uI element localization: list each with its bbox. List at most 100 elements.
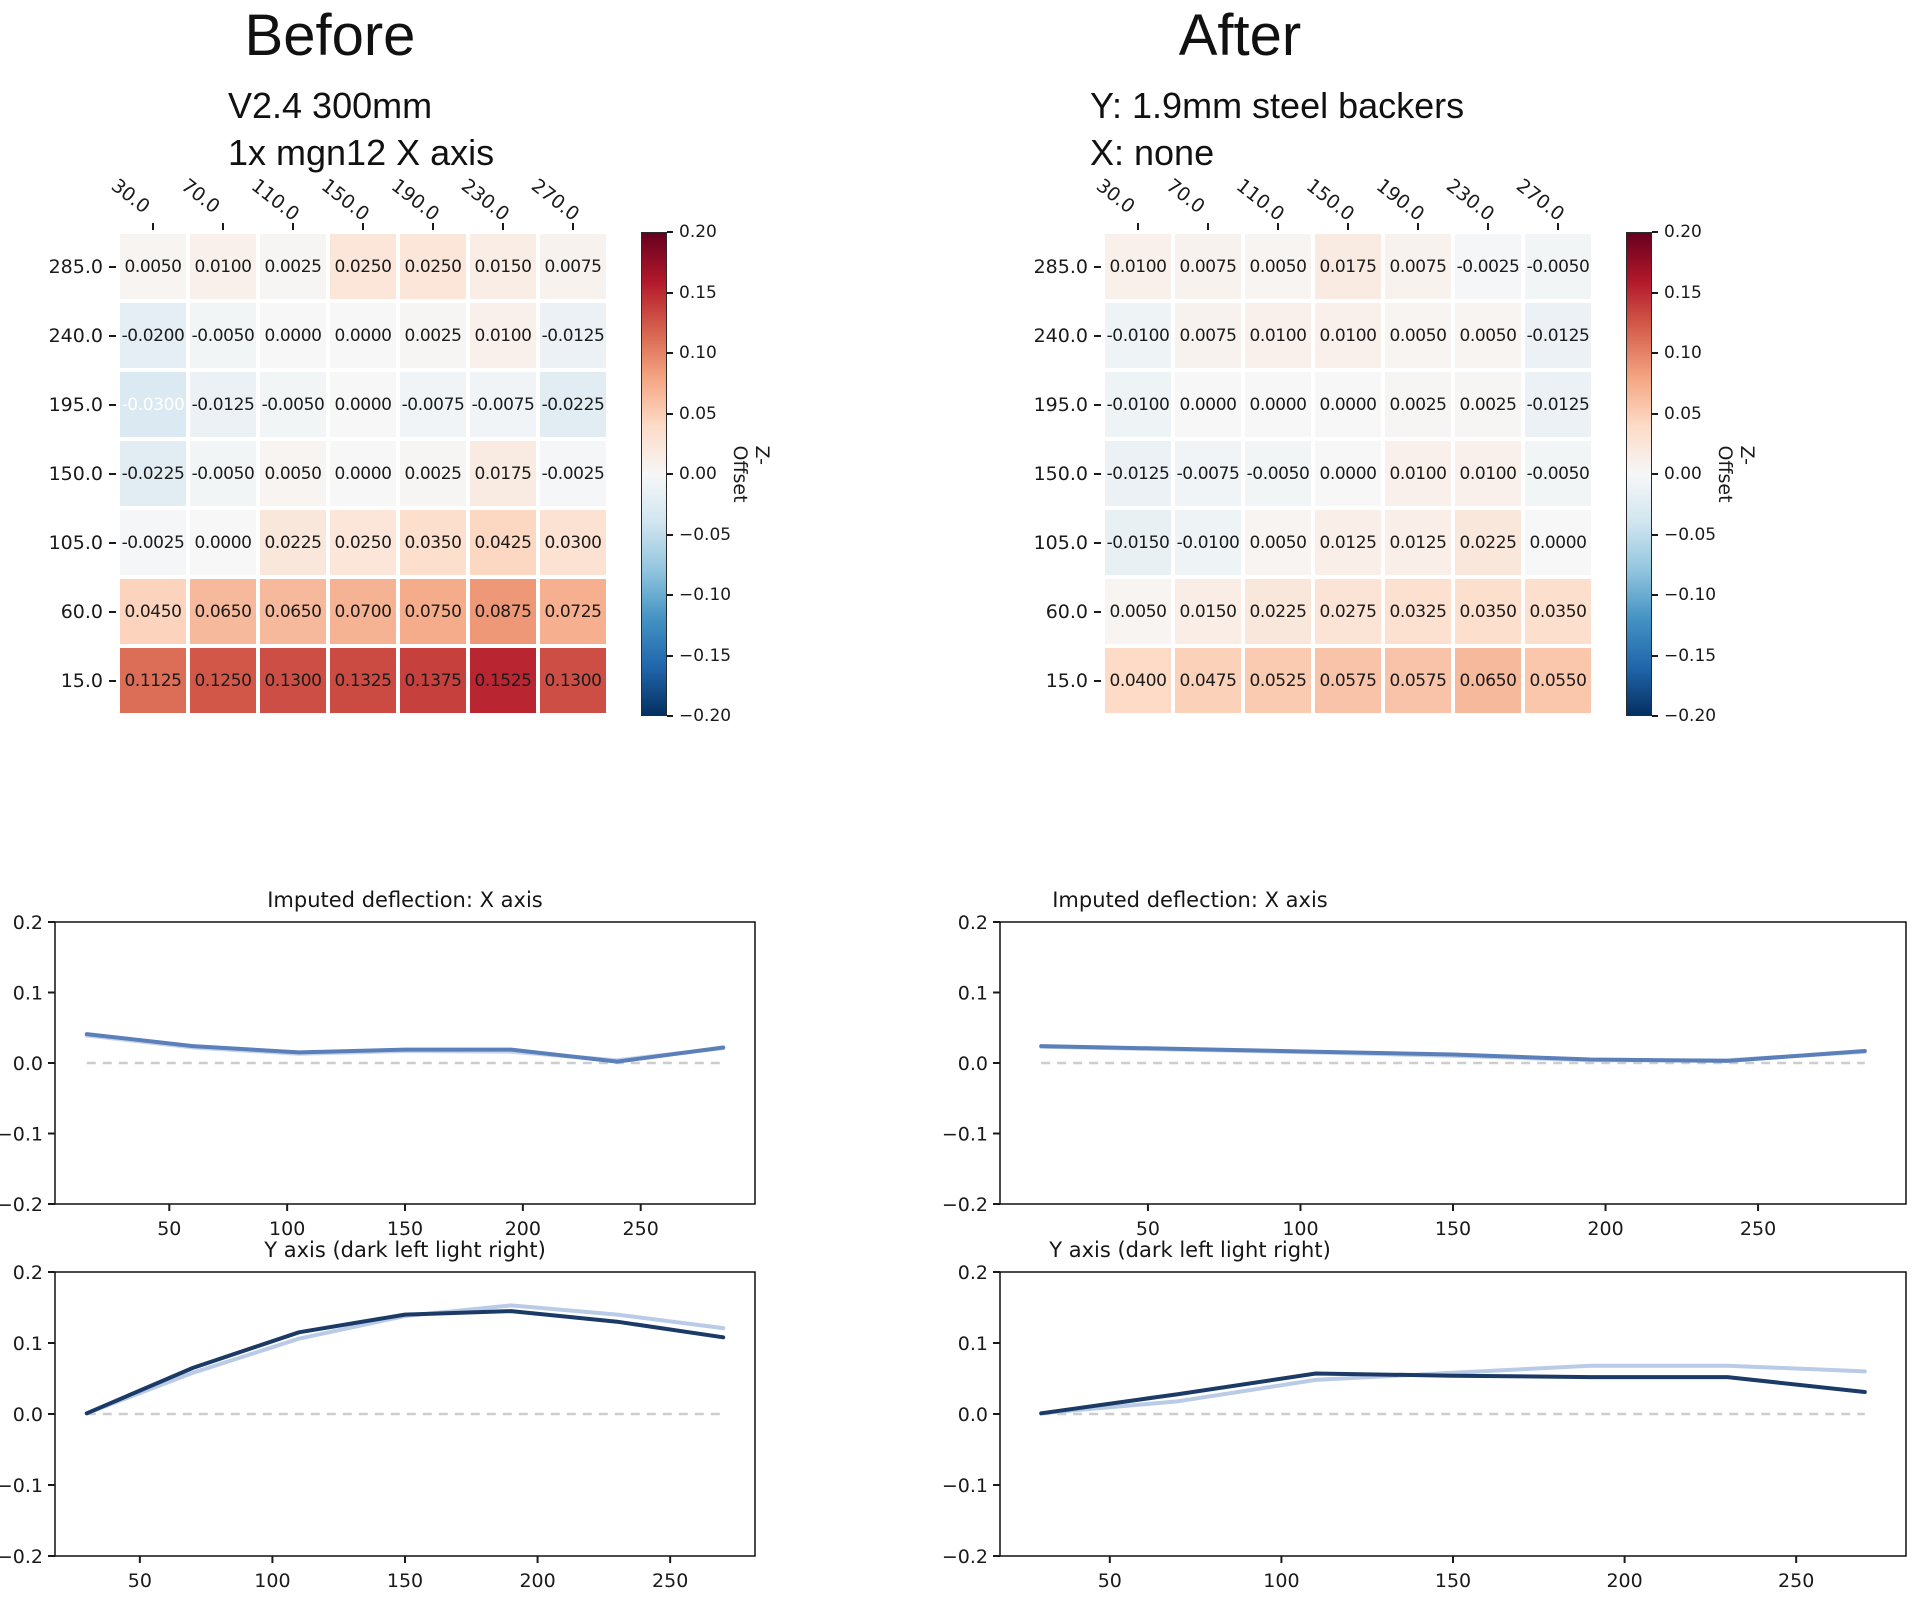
colorbar-tick (667, 352, 673, 354)
heatmap-cell: -0.0025 (118, 508, 188, 577)
x-tick-label: 150 (1435, 1218, 1471, 1240)
colorbar-gradient (1626, 232, 1652, 716)
heatmap-cell: 0.0050 (1243, 232, 1313, 301)
x-tick-label: 250 (1778, 1570, 1814, 1592)
heatmap-row-tick (1094, 541, 1101, 544)
heatmap-cell: -0.0300 (118, 370, 188, 439)
heatmap-cell: 0.0575 (1313, 646, 1383, 715)
y-tick-label: 0.0 (958, 1404, 988, 1426)
heatmap-col-tick (1277, 223, 1279, 230)
heatmap-row-label: 60.0 (60, 600, 103, 623)
x-tick-label: 250 (623, 1218, 659, 1240)
y-tick-label: −0.1 (942, 1124, 988, 1146)
colorbar-tick-label: 0.15 (679, 282, 717, 303)
colorbar-tick (667, 231, 673, 233)
y-tick-label: −0.2 (0, 1194, 43, 1216)
heatmap-row-tick (109, 541, 116, 544)
y-tick-label: −0.2 (0, 1546, 43, 1568)
colorbar-tick-label: 0.05 (679, 403, 717, 424)
heatmap-row-label: 150.0 (1033, 462, 1088, 485)
colorbar-tick-label: 0.10 (679, 343, 717, 363)
heatmap-cell: 0.1250 (188, 646, 258, 715)
x-tick-label: 200 (1587, 1218, 1623, 1240)
x-tick-label: 50 (1136, 1218, 1160, 1240)
y-tick-label: 0.2 (13, 912, 43, 934)
heatmap-row-label: 15.0 (60, 669, 103, 692)
heatmap-cell: 0.0075 (1383, 232, 1453, 301)
heatmap-row-label: 105.0 (48, 531, 103, 554)
colorbar-tick (1652, 231, 1658, 233)
heatmap-cell: 0.0100 (1103, 232, 1173, 301)
heatmap-cell: 0.0700 (328, 577, 398, 646)
heatmap-cell: 0.0050 (118, 232, 188, 301)
heatmap-cell: -0.0050 (1523, 439, 1593, 508)
colorbar-tick (1652, 654, 1658, 657)
heatmap-cell: -0.0050 (188, 301, 258, 370)
heatmap-cell: 0.0100 (188, 232, 258, 301)
heatmap-col-label: 190.0 (1372, 174, 1429, 226)
heatmap-cell: 0.0175 (468, 439, 538, 508)
colorbar-tick-label: −0.10 (679, 585, 732, 605)
heatmap-cell: 0.0000 (1523, 508, 1593, 577)
heatmap-col-tick (1347, 223, 1349, 230)
y-tick-label: 0.2 (13, 1262, 43, 1284)
series-imputed-primary (1039, 1044, 1867, 1063)
heatmap-cell: 0.0050 (1243, 508, 1313, 577)
heatmap-cell: -0.0050 (258, 370, 328, 439)
before-bottom-chart-title: Y axis (dark left light right) (264, 1238, 546, 1262)
before-x-deflection-chart: 0.2 0.1 0.0 −0.1 −0.2 50 100 150 200 250 (0, 912, 756, 1240)
colorbar-tick-label: 0.00 (679, 464, 717, 484)
heatmap-cell: 0.0100 (1383, 439, 1453, 508)
y-tick-label: 0.2 (958, 1262, 988, 1284)
heatmap-col-label: 70.0 (177, 174, 224, 219)
x-tick-label: 150 (1435, 1570, 1471, 1592)
heatmap-cell: 0.0400 (1103, 646, 1173, 715)
heatmap-cell: 0.0750 (398, 577, 468, 646)
heatmap-cell: 0.0425 (468, 508, 538, 577)
heatmap-row-tick (109, 265, 116, 268)
x-tick-label: 100 (1282, 1218, 1318, 1240)
heatmap-col-tick (1137, 223, 1139, 230)
heatmap-cell: 0.0450 (118, 577, 188, 646)
colorbar-tick (667, 533, 673, 536)
y-tick-label: −0.2 (942, 1546, 988, 1568)
heatmap-cell: 0.0300 (538, 508, 608, 577)
heatmap-cell: 0.0350 (398, 508, 468, 577)
series-y-right-light (1039, 1363, 1867, 1416)
heatmap-cell: 0.1375 (398, 646, 468, 715)
heatmap-cell: -0.0125 (188, 370, 258, 439)
heatmap-cell: 0.0125 (1383, 508, 1453, 577)
heatmap-row-tick (1094, 334, 1101, 337)
after-bottom-chart-title: Y axis (dark left light right) (1049, 1238, 1331, 1262)
heatmap-cell: 0.0000 (328, 439, 398, 508)
y-tick-label: −0.1 (0, 1124, 43, 1146)
heatmap-cell: 0.0225 (1243, 577, 1313, 646)
heatmap-row-label: 285.0 (48, 255, 103, 278)
colorbar-tick-label: −0.10 (1664, 585, 1717, 605)
heatmap-col-label: 190.0 (387, 174, 444, 226)
colorbar-tick (667, 594, 673, 596)
colorbar-tick-label: 0.05 (1664, 403, 1702, 424)
y-tick-label: 0.1 (13, 983, 43, 1005)
heatmap-cell: 0.0350 (1523, 577, 1593, 646)
series-y-left-dark (84, 1309, 726, 1416)
x-tick-label: 100 (254, 1570, 290, 1592)
heatmap-col-label: 150.0 (317, 174, 374, 226)
heatmap-cell: -0.0225 (118, 439, 188, 508)
heatmap-cell: 0.0275 (1313, 577, 1383, 646)
heatmap-row-tick (1094, 265, 1101, 268)
colorbar-tick-label: −0.15 (1664, 645, 1717, 666)
heatmap-row-label: 240.0 (1033, 324, 1088, 347)
heatmap-cell: -0.0050 (1243, 439, 1313, 508)
heatmap-cell: 0.0000 (188, 508, 258, 577)
y-tick-label: −0.2 (942, 1194, 988, 1216)
before-y-deflection-chart: 0.2 0.1 0.0 −0.1 −0.2 50 100 150 200 250 (0, 1262, 756, 1592)
heatmap-cell: 0.0525 (1243, 646, 1313, 715)
heatmap-cell: 0.0000 (1173, 370, 1243, 439)
y-tick-label: 0.1 (958, 1333, 988, 1355)
colorbar-tick (1652, 594, 1658, 596)
colorbar-tick-label: −0.20 (679, 706, 732, 726)
heatmap-cell: 0.1325 (328, 646, 398, 715)
colorbar-axis-label: Z-Offset (1714, 445, 1758, 503)
